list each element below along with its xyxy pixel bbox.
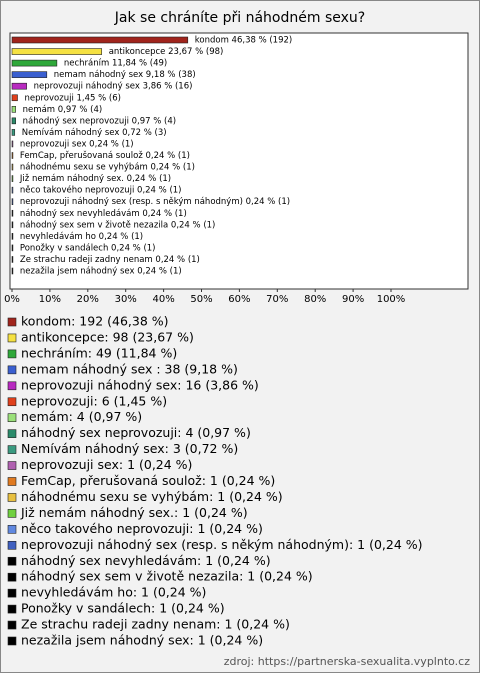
legend-swatch	[7, 604, 17, 614]
bar	[11, 221, 14, 229]
legend-label: FemCap, přerušovaná soulož: 1 (0,24 %)	[21, 473, 275, 488]
bar-label: Již nemám náhodný sex. 0,24 % (1)	[19, 174, 171, 184]
x-tick-label: 60%	[228, 294, 250, 305]
legend-label: nemám: 4 (0,97 %)	[21, 409, 142, 424]
legend-label: náhodnému sexu se vyhýbám: 1 (0,24 %)	[21, 489, 283, 504]
legend-swatch	[7, 413, 17, 423]
bar	[11, 106, 16, 113]
bar-label: náhodnému sexu se vyhýbám 0,24 % (1)	[20, 162, 195, 173]
bar-label: FemCap, přerušovaná soulož 0,24 % (1)	[20, 150, 190, 161]
bar	[11, 163, 14, 171]
bar	[11, 82, 27, 90]
bar-label: nemám 0,97 % (4)	[23, 105, 103, 115]
legend-label: Ze strachu radeji zadny nenam: 1 (0,24 %…	[21, 617, 290, 632]
bar-label: nechráním 11,84 % (49)	[64, 59, 167, 69]
legend-label: Nemívám náhodný sex: 3 (0,72 %)	[21, 441, 238, 456]
legend-label: náhodný sex sem v životě nezazila: 1 (0,…	[21, 569, 313, 584]
bar	[11, 129, 16, 136]
bar-label: neprovozuji náhodný sex 3,86 % (16)	[34, 82, 193, 92]
bar	[11, 209, 14, 217]
bar-label: neprovozuji náhodný sex (resp. s někým n…	[20, 197, 290, 207]
x-tick-label: 100%	[377, 294, 406, 305]
legend-swatch	[7, 333, 17, 343]
bar-label: nemam náhodný sex 9,18 % (38)	[54, 70, 196, 80]
legend-label: Ponožky v sandálech: 1 (0,24 %)	[21, 601, 225, 616]
bar-label: náhodný sex nevyhledávám 0,24 % (1)	[20, 209, 187, 219]
legend-label: nechráním: 49 (11,84 %)	[21, 345, 177, 360]
legend-label: Již nemám náhodný sex.: 1 (0,24 %)	[20, 505, 248, 520]
bar-label: něco takového neprovozuji 0,24 % (1)	[20, 185, 182, 196]
legend-label: antikoncepce: 98 (23,67 %)	[21, 329, 194, 344]
bar	[11, 48, 103, 55]
legend-swatch	[7, 572, 17, 582]
bar-label: Ponožky v sandálech 0,24 % (1)	[20, 243, 156, 253]
bar-label: náhodný sex neprovozuji 0,97 % (4)	[23, 116, 176, 126]
legend-swatch	[7, 397, 17, 407]
legend-swatch	[7, 588, 17, 598]
bar-label: neprovozuji sex 0,24 % (1)	[20, 139, 134, 149]
bar-label: Ze strachu radeji zadny nenam 0,24 % (1)	[20, 255, 200, 265]
bar	[11, 186, 14, 194]
legend-swatch	[7, 556, 17, 566]
legend-label: nevyhledávám ho: 1 (0,24 %)	[21, 585, 206, 600]
x-tick-label: 0%	[4, 294, 20, 305]
bar-label: náhodný sex sem v životě nezazila 0,24 %…	[20, 220, 215, 230]
legend-swatch	[7, 317, 17, 327]
bar-label: kondom 46,38 % (192)	[195, 36, 292, 46]
x-tick-label: 80%	[304, 294, 326, 305]
x-tick-label: 10%	[39, 294, 61, 305]
legend-swatch	[7, 477, 17, 486]
legend-label: náhodný sex nevyhledávám: 1 (0,24 %)	[21, 553, 271, 568]
legend-label: náhodný sex neprovozuji: 4 (0,97 %)	[21, 425, 251, 440]
bar	[11, 256, 14, 263]
bar	[11, 59, 58, 67]
source: zdroj: https://partnerska-sexualita.vypl…	[224, 655, 471, 668]
x-tick-label: 50%	[190, 294, 212, 305]
bar	[11, 94, 18, 102]
bar-label: nezažila jsem náhodný sex 0,24 % (1)	[20, 267, 182, 277]
bar-label: nevyhledávám ho 0,24 % (1)	[20, 232, 143, 242]
bar	[11, 267, 14, 275]
legend-swatch	[7, 509, 17, 518]
x-tick-label: 20%	[77, 294, 99, 305]
bar	[11, 233, 14, 240]
bar-label: neprovozuji 1,45 % (6)	[24, 93, 120, 103]
x-tick-label: 90%	[342, 294, 364, 305]
bar	[11, 71, 48, 78]
plot-area	[9, 32, 469, 290]
x-tick-label: 40%	[152, 294, 174, 305]
legend-swatch	[7, 349, 17, 359]
bar	[11, 140, 14, 148]
legend-label: něco takového neprovozuji: 1 (0,24 %)	[21, 521, 263, 536]
legend-swatch	[7, 445, 17, 454]
legend-swatch	[7, 636, 17, 646]
legend-label: neprovozuji: 6 (1,45 %)	[21, 393, 167, 408]
chart-title: Jak se chráníte při náhodném sexu?	[114, 10, 365, 26]
x-tick-label: 30%	[115, 294, 137, 305]
legend-swatch	[7, 540, 17, 550]
legend-label: nemam náhodný sex : 38 (9,18 %)	[21, 361, 238, 376]
bar	[11, 36, 189, 44]
legend-label: kondom: 192 (46,38 %)	[21, 314, 169, 329]
legend-swatch	[7, 461, 17, 470]
bar-label: Nemívám náhodný sex 0,72 % (3)	[22, 128, 167, 138]
legend-label: neprovozuji náhodný sex: 16 (3,86 %)	[21, 377, 259, 392]
bar-label: antikoncepce 23,67 % (98)	[109, 47, 224, 57]
bar	[11, 152, 14, 159]
x-tick-label: 70%	[266, 294, 288, 305]
bar	[11, 117, 16, 125]
legend-swatch	[7, 525, 17, 534]
bar	[11, 244, 14, 252]
legend-swatch	[7, 429, 17, 438]
legend-label: neprovozuji náhodný sex (resp. s někým n…	[21, 537, 423, 552]
bar	[11, 198, 14, 205]
legend-label: neprovozuji sex: 1 (0,24 %)	[21, 457, 192, 472]
bar	[11, 175, 14, 182]
legend-swatch	[7, 493, 17, 502]
legend-label: nezažila jsem náhodný sex: 1 (0,24 %)	[21, 633, 263, 648]
legend-swatch	[7, 620, 17, 630]
legend-swatch	[7, 381, 17, 391]
legend-swatch	[7, 365, 17, 375]
